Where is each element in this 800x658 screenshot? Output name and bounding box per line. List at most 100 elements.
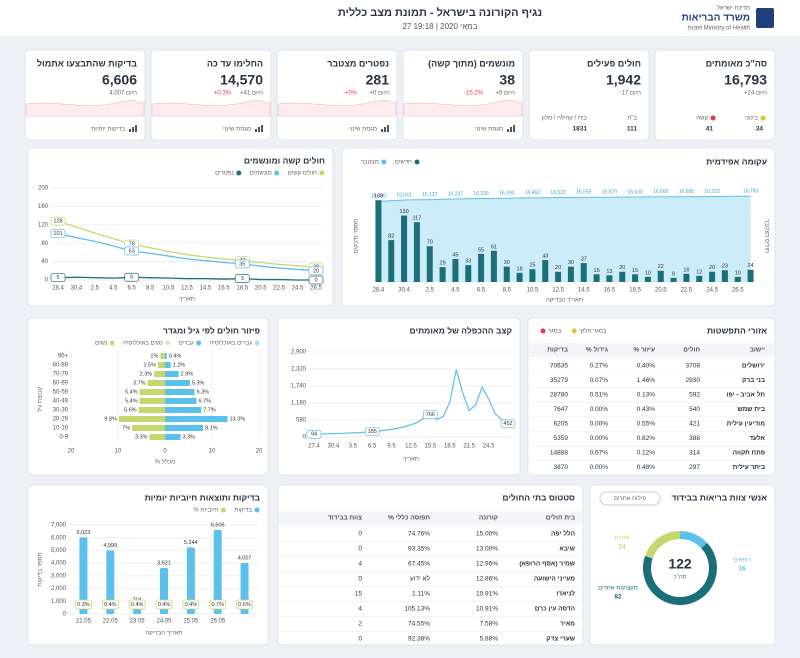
- table-cell: 6205: [554, 421, 569, 428]
- bar: [478, 253, 485, 282]
- donut-segment: [645, 531, 680, 559]
- cumulative-label: 16,339: [473, 191, 489, 197]
- bar-women: [139, 389, 165, 395]
- bar-label: 30: [568, 260, 574, 266]
- y2-axis-label: חולים מצטבר: [763, 219, 771, 253]
- x-tick-label: 21.05: [76, 619, 92, 625]
- cumulative-area: [378, 196, 751, 282]
- x-tick-label: 9.5: [387, 444, 396, 450]
- bar: [606, 275, 613, 282]
- legend-label: % חיוביות: [193, 508, 218, 514]
- segment-value: 16: [738, 566, 746, 573]
- segment-value: 24: [618, 544, 626, 551]
- table-cell: 14888: [550, 450, 568, 457]
- positive-badge: [75, 599, 92, 610]
- kpi-delta: +41 היום: [240, 91, 263, 97]
- x-tick-label: 22.5: [681, 288, 693, 294]
- data-label: 0: [314, 277, 317, 283]
- table-cell: ירושלים: [742, 362, 765, 370]
- x-tick-label: 20: [256, 449, 263, 455]
- chart-title: בדיקות ותוצאות חיוביות יומיות: [145, 492, 261, 502]
- table-title: אזורי התפשטות: [707, 325, 767, 335]
- data-label: 63: [129, 248, 135, 254]
- x-tick-label: 30.4: [398, 288, 410, 294]
- data-label: 766: [426, 412, 435, 418]
- y-tick-label: 2,000: [51, 586, 67, 592]
- table-cell: ביתר עילית: [733, 463, 765, 471]
- table-cell: שמיר (אסף הרופא): [519, 561, 575, 568]
- trend-icon: [129, 129, 131, 132]
- kpi-title: נפטרים מצטבר: [327, 58, 389, 68]
- bar: [388, 240, 395, 282]
- y-tick-label: 10-19: [53, 426, 69, 432]
- positive-label: 0.4%: [104, 602, 117, 608]
- table-cell: 0.67%: [590, 450, 609, 457]
- breakdown-value: 41: [706, 126, 714, 133]
- cumulative-label: 15,780: [371, 194, 387, 200]
- bar-label: 22: [658, 264, 664, 270]
- x-tick-label: 4.5: [109, 286, 118, 292]
- x-tick-label: 22.05: [103, 619, 119, 625]
- table-cell: 74.76%: [408, 531, 430, 538]
- breakdown-value: 111: [627, 126, 638, 133]
- table-cell: 0.00%: [590, 435, 609, 442]
- positive-badge: [209, 599, 227, 610]
- table-cell: 92.38%: [408, 636, 430, 643]
- positive-badge: [236, 599, 253, 610]
- bar-men: [165, 407, 202, 413]
- legend-label: גברים: [179, 341, 194, 347]
- trend-icon: [255, 129, 257, 132]
- kpi-value: 6,606: [102, 72, 137, 88]
- logo-english: Israel Ministry of Health: [687, 26, 750, 32]
- table-cell: 10.91%: [476, 606, 498, 613]
- table-cell: 4: [358, 606, 362, 613]
- kpi-title: סה"כ מאומתים: [706, 58, 767, 68]
- table-cell: תל אביב - יפו: [727, 391, 766, 399]
- x-tick-label: 2.5: [426, 288, 435, 294]
- cumulative-label: 16,041: [396, 192, 412, 198]
- data-label: 5.6%: [124, 407, 137, 413]
- table-cell: 1.11%: [412, 591, 430, 598]
- x-tick-label: 18.5: [236, 286, 248, 292]
- table-cell: 12.96%: [476, 561, 498, 568]
- bar-men: [165, 353, 167, 359]
- x-tick-label: 28.4: [52, 286, 64, 292]
- bar-women: [154, 371, 165, 377]
- line-series: [57, 220, 317, 268]
- kpi-value: 16,793: [724, 72, 767, 88]
- bar-label: 33: [465, 259, 471, 265]
- filter-button[interactable]: [599, 491, 661, 506]
- data-label-box: [234, 274, 250, 283]
- table-cell: 13.00%: [476, 546, 498, 553]
- x-tick-label: 20: [68, 449, 75, 455]
- legend-swatch: [381, 159, 387, 165]
- data-label-box: [306, 429, 322, 439]
- bar: [529, 269, 536, 282]
- donut-total: 122: [668, 556, 692, 572]
- chart-title: חולים קשה ומונשמים: [244, 155, 325, 165]
- table-cell: 0: [358, 531, 362, 538]
- y-tick-label: 40-49: [53, 399, 69, 405]
- table-cell: 105.13%: [404, 606, 430, 613]
- data-label: 78: [129, 242, 135, 248]
- trend-icon: [135, 125, 137, 132]
- positive-label: 0.4%: [158, 602, 171, 608]
- cumulative-label: 16,237: [448, 191, 464, 197]
- card: [402, 49, 524, 141]
- x-axis-label: % מכלל: [155, 458, 175, 466]
- x-tick-label: 6.5: [128, 286, 137, 292]
- y-axis-label: קבוצת גיל: [36, 387, 44, 413]
- logo-ministry: משרד הבריאות: [681, 13, 750, 24]
- legend-swatch: [414, 159, 420, 165]
- positive-label: 0.7%: [211, 602, 224, 608]
- legend-swatch: [254, 507, 260, 513]
- positive-label: 0.4%: [131, 602, 144, 608]
- table-cell: 7647: [554, 406, 569, 413]
- bar-men: [165, 416, 228, 422]
- table-title: סטטוס בתי החולים: [502, 492, 575, 502]
- bar: [696, 275, 703, 282]
- data-label: 5: [56, 275, 59, 281]
- data-label: 1%: [150, 353, 158, 359]
- bar-men: [165, 425, 204, 431]
- data-label: 1.5%: [143, 362, 156, 368]
